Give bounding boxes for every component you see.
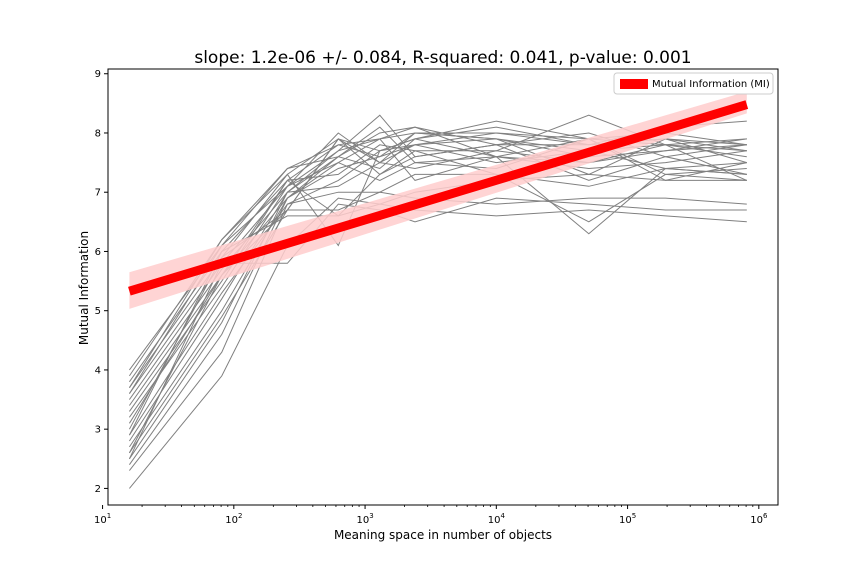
axes: 2 3 4 5 6 7 8 9 101 102 103 104 105 106 — [94, 68, 779, 526]
axes-frame — [107, 68, 779, 506]
y-tick-label: 5 — [95, 306, 101, 317]
y-tick-label: 7 — [95, 188, 101, 199]
y-tick-label: 4 — [95, 365, 101, 376]
series-line-21 — [128, 150, 747, 424]
legend-label-fit-line: Mutual Information (MI) — [652, 79, 770, 90]
plot-area — [128, 91, 749, 489]
y-tick-label: 2 — [95, 484, 101, 495]
y-tick-label: 8 — [95, 128, 101, 139]
y-axis-label: Mutual Information — [77, 231, 91, 345]
y-tick-label: 6 — [95, 247, 101, 258]
x-tick-label: 106 — [750, 512, 768, 526]
series-line-20 — [128, 138, 747, 377]
series-group — [128, 91, 749, 489]
x-tick-label: 103 — [356, 512, 373, 526]
legend: Mutual Information (MI) — [613, 72, 774, 95]
y-tick-label: 3 — [95, 425, 101, 436]
x-tick-label: 101 — [94, 512, 111, 526]
y-tick-label: 9 — [95, 69, 101, 80]
legend-box — [613, 72, 774, 95]
x-tick-label: 104 — [488, 512, 506, 526]
series-line-22 — [128, 138, 747, 394]
x-tick-label: 102 — [225, 512, 242, 526]
x-axis-label: Meaning space in number of objects — [334, 528, 552, 542]
fit-line — [128, 100, 749, 296]
legend-swatch-fit-line — [620, 79, 648, 89]
chart-title: slope: 1.2e-06 +/- 0.084, R-squared: 0.0… — [194, 48, 691, 68]
x-tick-label: 105 — [619, 512, 636, 526]
